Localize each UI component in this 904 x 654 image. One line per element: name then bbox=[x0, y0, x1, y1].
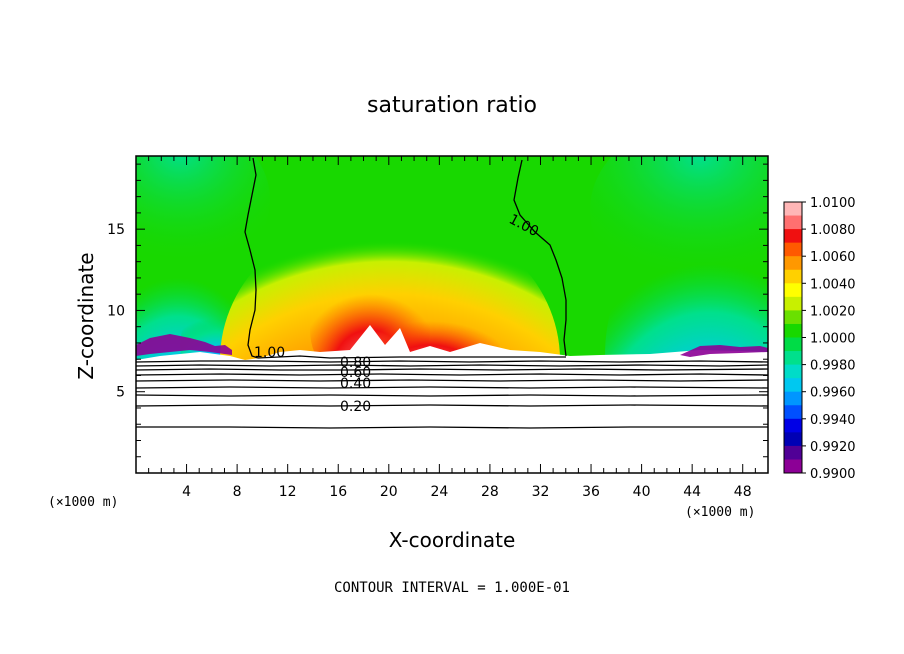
colorbar-label: 1.0000 bbox=[810, 332, 856, 347]
colorbar-swatch bbox=[784, 242, 802, 257]
colorbar-label: 0.9960 bbox=[810, 386, 856, 401]
colorbar: 1.0100 1.0080 1.0060 1.0040 1.0020 1.0000 0.99… bbox=[783, 196, 856, 482]
contour-label: 0.60 bbox=[340, 365, 371, 381]
contour-lines bbox=[136, 157, 768, 429]
colorbar-swatch bbox=[784, 445, 802, 460]
colorbar-swatch bbox=[784, 283, 802, 298]
x-tick-label: 16 bbox=[329, 484, 347, 500]
colorbar-label: 1.0060 bbox=[810, 250, 856, 265]
colorbar-swatch bbox=[784, 215, 802, 230]
x-tick-label: 28 bbox=[481, 484, 499, 500]
x-tick-label: 24 bbox=[430, 484, 448, 500]
colorbar-swatch bbox=[784, 323, 802, 338]
x-tick-label: 48 bbox=[734, 484, 752, 500]
y-tick-label: 10 bbox=[107, 303, 125, 319]
colorbar-swatch bbox=[784, 432, 802, 447]
heatmap-field bbox=[136, 156, 768, 473]
colorbar-label: 1.0040 bbox=[810, 277, 856, 292]
colorbar-swatch bbox=[784, 337, 802, 352]
x-tick-label: 20 bbox=[380, 484, 398, 500]
colorbar-label: 0.9940 bbox=[810, 413, 856, 428]
contour-label: 0.20 bbox=[340, 399, 371, 415]
x-tick-label: 4 bbox=[182, 484, 191, 500]
y-axis-label: Z-coordinate bbox=[74, 252, 98, 379]
x-tick-label: 32 bbox=[532, 484, 550, 500]
x-tick-label: 8 bbox=[233, 484, 242, 500]
colorbar-label: 1.0100 bbox=[810, 196, 856, 211]
colorbar-swatch bbox=[784, 256, 802, 271]
colorbar-swatch bbox=[784, 351, 802, 366]
colorbar-swatch bbox=[784, 405, 802, 420]
x-tick-label: 40 bbox=[633, 484, 651, 500]
colorbar-swatch bbox=[784, 310, 802, 325]
colorbar-label: 0.9920 bbox=[810, 440, 856, 455]
x-unit-right: (×1000 m) bbox=[685, 505, 755, 520]
colorbar-swatch bbox=[784, 364, 802, 379]
y-tick-label: 5 bbox=[116, 385, 125, 401]
y-axis-ticks: 5 10 15 bbox=[107, 163, 768, 458]
y-tick-label: 15 bbox=[107, 222, 125, 238]
colorbar-label: 0.9900 bbox=[810, 467, 856, 482]
x-unit-left: (×1000 m) bbox=[48, 495, 118, 510]
colorbar-swatch bbox=[784, 418, 802, 433]
colorbar-swatch bbox=[784, 202, 802, 217]
colorbar-label: 0.9980 bbox=[810, 359, 856, 374]
x-tick-label: 44 bbox=[683, 484, 701, 500]
chart-title: saturation ratio bbox=[367, 93, 537, 118]
x-axis-ticks: 4 8 12 16 20 24 28 32 36 40 44 48 bbox=[148, 156, 756, 500]
contour-label: 0.40 bbox=[340, 376, 371, 392]
colorbar-swatch bbox=[784, 269, 802, 284]
colorbar-swatch bbox=[784, 459, 802, 474]
x-axis-label: X-coordinate bbox=[389, 528, 516, 552]
colorbar-swatch bbox=[784, 391, 802, 406]
contour-interval-note: CONTOUR INTERVAL = 1.000E-01 bbox=[334, 580, 570, 596]
colorbar-label: 1.0020 bbox=[810, 304, 856, 319]
colorbar-swatch bbox=[784, 296, 802, 311]
colorbar-swatch bbox=[784, 378, 802, 393]
x-tick-label: 12 bbox=[279, 484, 297, 500]
x-tick-label: 36 bbox=[582, 484, 600, 500]
contour-label: 0.80 bbox=[340, 355, 371, 371]
contour-labels: 1.00 1.00 0.80 0.60 0.40 0.20 bbox=[254, 211, 541, 415]
contour-label: 1.00 bbox=[254, 345, 285, 361]
colorbar-swatch bbox=[784, 229, 802, 244]
colorbar-label: 1.0080 bbox=[810, 223, 856, 238]
